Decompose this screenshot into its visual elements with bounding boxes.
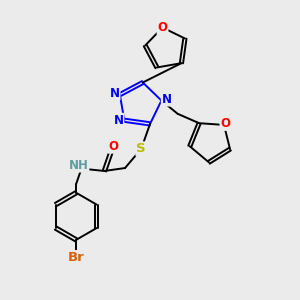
Text: NH: NH: [69, 159, 88, 172]
Text: O: O: [108, 140, 118, 153]
Text: N: N: [162, 93, 172, 106]
Text: N: N: [113, 114, 124, 127]
Text: Br: Br: [68, 251, 85, 264]
Text: S: S: [136, 142, 146, 155]
Text: N: N: [110, 87, 119, 100]
Text: O: O: [220, 117, 230, 130]
Text: O: O: [158, 21, 167, 34]
